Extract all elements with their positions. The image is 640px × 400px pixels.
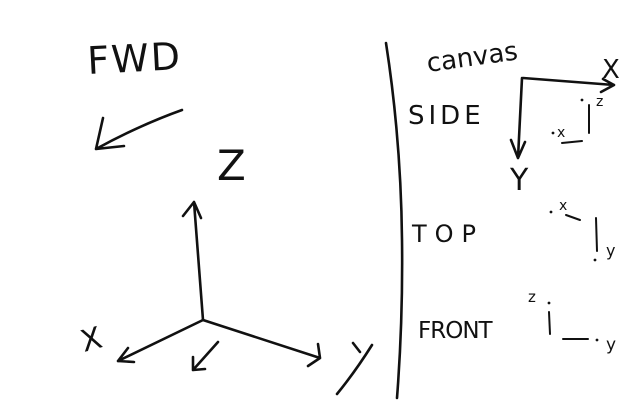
front-v-axis: y xyxy=(606,335,616,355)
view-name-front: FRONT xyxy=(418,318,494,344)
canvas-axis-x-label: X xyxy=(602,55,620,85)
front-view-glyph: z y xyxy=(528,288,616,355)
x-axis-label: X xyxy=(77,321,106,360)
canvas-label: canvas xyxy=(425,36,520,78)
top-view-glyph: x y xyxy=(549,198,615,262)
fwd-arrow-icon xyxy=(94,108,184,151)
side-view-glyph: x z xyxy=(551,94,603,144)
canvas-y-arrow-icon xyxy=(509,76,527,160)
axes-3d xyxy=(116,200,322,372)
y-axis-letter-icon xyxy=(335,341,374,396)
view-name-side: SIDE xyxy=(408,101,485,131)
panel-divider xyxy=(384,41,404,400)
y-axis-arrow-icon xyxy=(201,318,322,368)
z-label: Z xyxy=(217,141,246,190)
side-h-axis: x xyxy=(557,125,565,141)
top-v-axis: y xyxy=(606,241,615,260)
top-h-axis: x xyxy=(559,198,567,214)
view-name-top: TOP xyxy=(411,220,484,248)
up-axis-arrow-icon xyxy=(181,200,205,322)
canvas-axis-y-label: Y xyxy=(509,163,529,198)
side-v-axis: z xyxy=(596,94,603,110)
x-axis-arrow-icon xyxy=(116,318,205,364)
forward-small-arrow-icon xyxy=(191,340,220,372)
front-h-axis: z xyxy=(528,288,536,306)
fwd-label: FWD xyxy=(86,34,183,83)
canvas-axes xyxy=(509,76,616,160)
canvas-x-arrow-icon xyxy=(521,76,616,94)
